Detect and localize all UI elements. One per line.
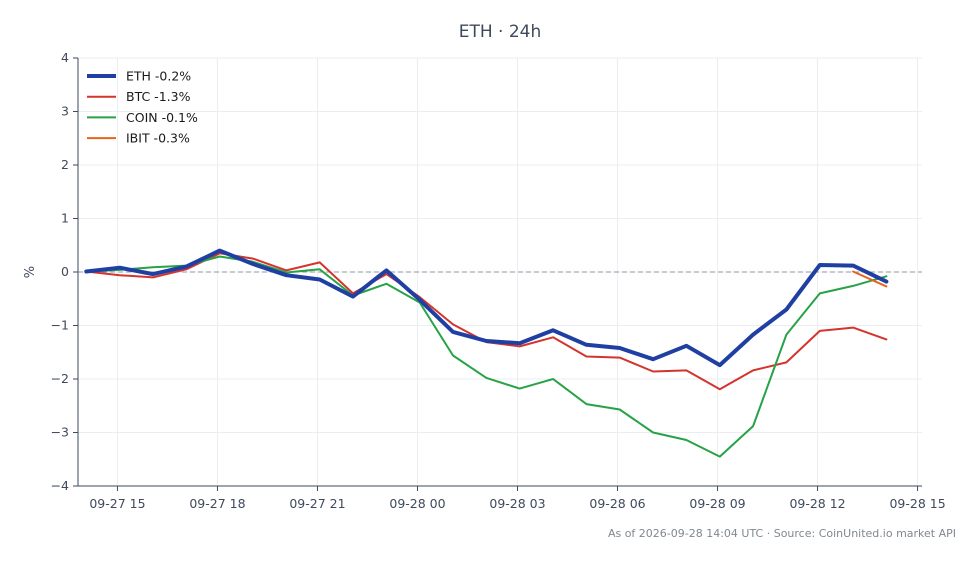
- x-tick-label: 09-28 06: [589, 496, 645, 511]
- legend: ETH -0.2% BTC -1.3% COIN -0.1% IBIT -0.3%: [87, 69, 198, 146]
- y-axis-label: %: [23, 266, 38, 278]
- x-tick-label: 09-28 00: [389, 496, 445, 511]
- y-tick-label: −2: [51, 371, 69, 386]
- y-tick-label: 0: [61, 264, 69, 279]
- chart-title: ETH · 24h: [459, 22, 542, 42]
- x-tick-label: 09-28 15: [889, 496, 945, 511]
- btc-series-line: [85, 252, 888, 391]
- y-tick-label: −3: [51, 425, 69, 440]
- ibit-legend-label: IBIT -0.3%: [126, 131, 190, 146]
- source-footnote: As of 2026-09-28 14:04 UTC · Source: Coi…: [608, 527, 956, 540]
- y-tick-label: 4: [61, 50, 69, 65]
- x-tick-label: 09-27 18: [189, 496, 245, 511]
- eth-legend-label: ETH -0.2%: [126, 69, 191, 84]
- x-tick-label: 09-27 15: [89, 496, 145, 511]
- ibit-series-line: [852, 270, 888, 288]
- y-tick-label: −1: [51, 318, 69, 333]
- x-tick-label: 09-28 09: [689, 496, 745, 511]
- x-tick-label: 09-28 03: [489, 496, 545, 511]
- y-tick-label: 1: [61, 211, 69, 226]
- y-axis-ticks: −4 −3 −2 −1 0 1 2 3 4: [51, 50, 78, 493]
- eth-series-line: [84, 248, 889, 368]
- x-tick-label: 09-27 21: [289, 496, 345, 511]
- x-axis-ticks: 09-27 15 09-27 18 09-27 21 09-28 00 09-28 03…: [89, 486, 946, 511]
- btc-legend-label: BTC -1.3%: [126, 89, 191, 104]
- y-tick-label: 2: [61, 157, 69, 172]
- y-tick-label: −4: [51, 478, 69, 493]
- x-tick-label: 09-28 12: [789, 496, 845, 511]
- coin-series-line: [85, 255, 888, 458]
- coin-legend-label: COIN -0.1%: [126, 110, 198, 125]
- gridlines: [78, 57, 922, 487]
- y-tick-label: 3: [61, 104, 69, 119]
- series-lines: [84, 248, 889, 458]
